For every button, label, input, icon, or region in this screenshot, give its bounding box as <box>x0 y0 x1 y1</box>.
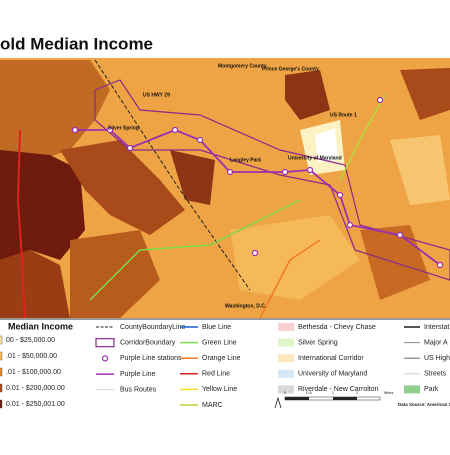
income-area <box>400 68 450 120</box>
legend-label: 0.01 - $250,001.00 <box>6 401 65 408</box>
north-arrow <box>274 396 282 409</box>
scale-bar <box>333 397 357 400</box>
legend-label: Purple Line <box>120 371 156 378</box>
legend-swatch <box>0 367 3 377</box>
legend-label: Green Line <box>202 339 237 346</box>
map-label: University of Maryland <box>288 155 342 161</box>
map-label: Silver Spring <box>108 125 139 131</box>
legend-swatch <box>278 354 294 363</box>
legend-label: Blue Line <box>202 324 231 331</box>
legend-swatch <box>0 351 3 361</box>
legend-label: 0.01 - $200,000.00 <box>6 385 65 392</box>
legend-label: Bethesda - Chevy Chase <box>298 324 376 331</box>
legend-swatch <box>0 383 3 393</box>
marc-line <box>339 94 386 181</box>
orange-line <box>259 239 321 319</box>
map-label: US HWY 29 <box>143 92 170 98</box>
legend-swatch <box>278 385 294 394</box>
scale-label: Miles <box>384 390 393 395</box>
stations <box>71 96 444 269</box>
map-label: US Route 1 <box>330 112 357 118</box>
legend-label: .01 - $50,000.00 <box>6 353 57 360</box>
legend-label: Interstat <box>424 324 449 331</box>
legend-label: Park <box>424 386 439 393</box>
legend-swatch <box>278 338 294 347</box>
income-area <box>0 60 110 160</box>
legend-label: Red Line <box>202 371 230 378</box>
scale-label: 0.5 <box>306 390 312 395</box>
map-label: Prince George's County <box>262 66 319 72</box>
corridor-boundary <box>94 79 450 281</box>
map-label: Montgomery County <box>218 63 267 69</box>
map-label: Langley Park <box>230 157 261 163</box>
campus-area <box>315 128 338 162</box>
legend-label: Yellow Line <box>202 386 237 393</box>
legend-symbol <box>95 338 115 348</box>
income-area <box>60 140 185 235</box>
legend-label: Silver Spring <box>298 339 338 346</box>
legend-label: Orange Line <box>202 355 241 362</box>
legend-label: Bus Routes <box>120 387 157 394</box>
legend-label: MARC <box>202 402 223 409</box>
legend-swatch <box>278 369 294 378</box>
scale-label: 1 <box>332 390 335 395</box>
income-area <box>0 150 85 260</box>
scale-label: 0 <box>284 390 287 395</box>
source: Data Source: American Com <box>398 402 450 407</box>
map <box>0 58 450 319</box>
income-area <box>0 250 70 318</box>
legend-label: Major A <box>424 339 448 346</box>
legend-swatch <box>278 323 294 331</box>
legend-swatch <box>0 335 3 345</box>
income-area <box>390 135 450 205</box>
scale-label: 2 <box>356 390 359 395</box>
legend-label: US High <box>424 355 450 362</box>
county-boundary <box>94 59 251 291</box>
purple-line <box>75 129 441 266</box>
income-area <box>285 70 330 120</box>
legend-symbol <box>101 355 109 362</box>
legend-label: Riverdale - New Carrolton <box>298 386 379 393</box>
legend-label: International Corridor <box>298 355 364 362</box>
legend-label: 00 - $25,000.00 <box>6 337 55 344</box>
title: old Median Income <box>0 34 153 53</box>
legend-label: .01 - $100,000.00 <box>6 369 61 376</box>
legend-swatch <box>0 399 3 409</box>
legend-label: Purple Line stations <box>120 355 182 362</box>
red-line <box>16 129 26 319</box>
income-area <box>170 150 215 205</box>
legend-title: Median Income <box>8 321 73 331</box>
scale-bar <box>285 397 309 400</box>
map-label: Washington, D.C. <box>225 303 267 309</box>
legend-label: CountyBoundaryLine <box>120 324 185 331</box>
legend-label: Streets <box>424 371 447 378</box>
green-line <box>89 199 301 301</box>
legend-label: University of Maryland <box>298 371 367 378</box>
legend-swatch <box>404 385 420 394</box>
legend-label: CorridorBoundary <box>120 340 176 347</box>
